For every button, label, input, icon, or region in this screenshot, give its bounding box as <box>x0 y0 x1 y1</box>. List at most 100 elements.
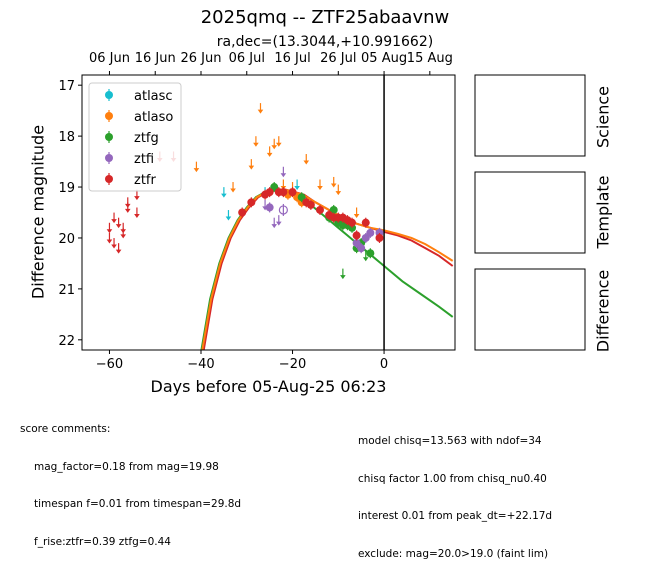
difference-image-panel <box>474 268 586 351</box>
legend-label: atlasc <box>134 89 173 104</box>
upper-limit-arrowhead <box>275 221 282 226</box>
top-tick-label: 26 Jul <box>320 51 356 66</box>
data-point <box>375 233 384 242</box>
upper-limit-ztfr <box>120 227 126 239</box>
upper-limit-arrowhead <box>106 239 113 244</box>
upper-limit-arrowhead <box>275 142 282 147</box>
upper-limit-atlaso <box>353 207 360 218</box>
data-point <box>357 244 366 253</box>
y-axis-label: Difference magnitude <box>28 124 48 300</box>
y-tick-label: 22 <box>58 334 75 349</box>
upper-limit-arrowhead <box>271 224 278 229</box>
upper-limit-arrowhead <box>134 214 140 218</box>
legend-label: ztfr <box>134 173 156 188</box>
x-axis-label: Days before 05-Aug-25 06:23 <box>150 377 387 396</box>
legend-entry-ztfr: ztfr <box>105 173 156 188</box>
data-point <box>288 188 297 197</box>
top-tick-label: 16 Jun <box>135 51 176 66</box>
upper-limit-ztfr <box>115 217 122 229</box>
point-ztfr <box>306 199 315 210</box>
upper-limit-ztfi <box>271 217 278 229</box>
top-tick-label: 15 Aug <box>407 51 453 66</box>
data-point <box>238 208 247 217</box>
template-image-panel <box>474 171 586 254</box>
upper-limit-arrowhead <box>230 188 236 193</box>
upper-limit-ztfi <box>280 166 287 178</box>
data-point <box>265 188 274 197</box>
upper-limit-arrowhead <box>340 275 346 280</box>
upper-limit-atlaso <box>193 161 200 173</box>
legend-marker <box>105 112 113 120</box>
point-ztfr <box>279 187 288 198</box>
data-point <box>352 239 361 248</box>
legend-entry-atlaso: atlaso <box>105 110 173 125</box>
x-tick-label: −60 <box>96 357 123 372</box>
upper-limit-ztfr <box>106 232 113 244</box>
plot-frame <box>81 74 456 351</box>
legend-label: ztfi <box>134 152 154 167</box>
point-ztfr <box>375 232 384 243</box>
image-panels <box>474 74 586 351</box>
upper-limit-arrowhead <box>225 216 232 221</box>
upper-limit-ztfg <box>340 268 346 280</box>
upper-limit-arrowhead <box>294 185 300 190</box>
point-ztfi <box>366 227 375 238</box>
upper-limit-atlaso <box>335 184 342 196</box>
upper-limit-arrowhead <box>134 196 140 201</box>
legend-marker <box>105 175 113 183</box>
y-tick-label: 20 <box>58 232 75 247</box>
upper-limit-atlaso <box>317 179 323 190</box>
upper-limit-arrowhead <box>335 191 342 196</box>
upper-limit-arrowhead <box>303 160 310 165</box>
upper-limit-arrowhead <box>111 244 117 249</box>
point-ztfi <box>265 202 274 213</box>
data-point <box>361 218 370 227</box>
upper-limit-arrowhead <box>271 145 278 150</box>
upper-limit-arrowhead <box>257 109 264 114</box>
upper-limit-ztfg <box>362 250 369 262</box>
legend-marker <box>105 133 113 141</box>
upper-limit-arrowhead <box>115 224 122 229</box>
upper-limit-ztfr <box>111 238 117 249</box>
upper-limit-atlaso <box>303 154 310 165</box>
score-comment-line: f_rise:ztfr=0.39 ztfg=0.44 <box>34 535 171 548</box>
upper-limit-arrowhead <box>111 219 117 224</box>
upper-limit-atlasc <box>225 210 232 221</box>
y-tick-label: 18 <box>58 130 75 145</box>
upper-limit-ztfr <box>115 243 122 254</box>
data-point <box>247 198 256 207</box>
data-point <box>348 218 357 227</box>
upper-limit-ztfi <box>275 215 282 226</box>
score-comments-heading: score comments: <box>20 423 111 435</box>
point-ztfr <box>247 197 256 208</box>
upper-limit-arrowhead <box>115 249 122 254</box>
upper-limit-atlaso <box>271 138 278 150</box>
legend-marker <box>105 154 113 162</box>
upper-limit-arrowhead <box>193 168 200 173</box>
chart-title: 2025qmq -- ZTF25abaavnw <box>200 7 450 28</box>
lightcurve-figure: −60 −40 −20 0 06 Jun 16 Jun 26 Jun 06 Jul 16 Jul… <box>58 51 586 372</box>
upper-limit-atlaso <box>253 136 259 147</box>
upper-limit-atlaso <box>230 182 236 193</box>
model-comments: model chisq=13.563 with ndof=34 chisq fa… <box>358 410 552 573</box>
upper-limit-arrowhead <box>248 165 255 170</box>
top-tick-label: 06 Jun <box>89 51 130 66</box>
point-ztfr <box>238 207 247 218</box>
y-tick-label: 21 <box>58 283 75 298</box>
upper-limit-atlaso <box>266 146 273 157</box>
upper-limit-ztfr <box>106 222 113 234</box>
upper-limit-arrowhead <box>353 214 360 218</box>
data-point <box>265 203 274 212</box>
upper-limit-arrowhead <box>317 185 323 190</box>
point-ztfi <box>361 232 370 243</box>
point-ztfg <box>270 182 279 193</box>
upper-limit-ztfr <box>134 207 140 218</box>
point-ztfr <box>265 187 274 198</box>
upper-limit-atlaso <box>275 136 282 147</box>
upper-limit-atlaso <box>330 176 337 188</box>
upper-limit-atlaso <box>257 103 264 114</box>
upper-limit-arrowhead <box>124 208 131 213</box>
point-ztfr <box>352 230 361 241</box>
point-ztfr <box>315 204 324 215</box>
upper-limit-arrowhead <box>362 257 369 262</box>
